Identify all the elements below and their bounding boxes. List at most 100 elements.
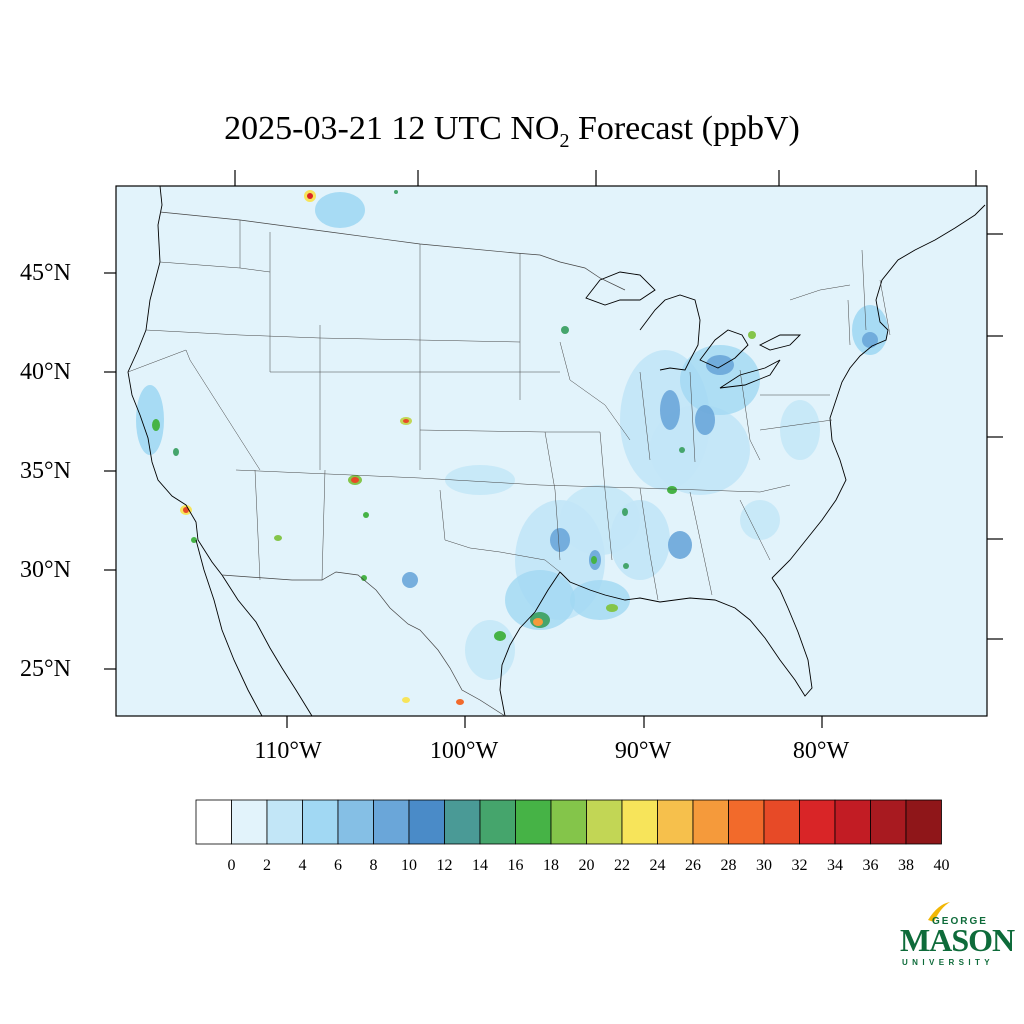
colorbar-label: 34 [827,857,843,874]
no2-hotspot [402,572,418,588]
no2-hotspot [591,556,597,564]
lat-label-25n: 25°N [20,656,71,682]
colorbar-swatch [799,799,836,845]
colorbar [195,799,942,845]
lat-label-45n: 45°N [20,260,71,286]
colorbar-swatch [444,799,481,845]
colorbar-label: 4 [298,857,307,874]
logo-george: GEORGE [932,916,988,927]
concentration-overlays [136,190,888,705]
lon-label-80w: 80°W [792,738,850,764]
colorbar-label: 10 [401,857,417,874]
logo-mason: MASON [900,922,1015,958]
colorbar-swatch [728,799,765,845]
colorbar-label: 30 [756,857,772,874]
political-boundaries [127,185,986,717]
no2-hotspot [403,419,409,423]
colorbar-swatch [266,799,303,845]
colorbar-label: 26 [685,857,701,874]
lon-label-110w: 110°W [254,738,322,764]
no2-hotspot [402,697,410,703]
state-boundary [789,284,851,301]
no2-hotspot [623,563,629,569]
no2-hotspot [606,604,618,612]
no2-hotspot [494,631,506,641]
lat-label-30n: 30°N [20,557,71,583]
state-boundary [689,491,713,596]
no2-hotspot [533,618,543,626]
state-boundary [739,369,761,461]
state-boundary [185,349,261,471]
state-boundary [254,469,261,581]
colorbar-swatch [231,799,268,845]
no2-hotspot [456,699,464,705]
map-frame [115,185,988,717]
colorbar-label: 36 [862,857,879,874]
no2-hotspot [680,345,760,415]
state-boundary [559,341,631,441]
mexico-border [221,571,506,717]
no2-hotspot [136,385,164,455]
no2-hotspot [679,447,685,453]
great-lake-outline [639,294,701,371]
colorbar-label: 16 [507,857,524,874]
no2-hotspot [668,531,692,559]
state-boundary [235,469,791,493]
colorbar-swatch [408,799,445,845]
no2-hotspot [361,575,367,581]
great-lake-outline [699,329,749,369]
no2-hotspot [780,400,820,460]
lat-label-35n: 35°N [20,458,71,484]
no2-hotspot [445,465,515,495]
gulf-coastline [559,571,813,697]
lon-label-90w: 90°W [614,738,672,764]
no2-hotspot [561,326,569,334]
no2-hotspot [667,486,677,494]
colorbar-label: 40 [933,857,950,874]
colorbar-swatch [763,799,800,845]
no2-hotspot [152,419,160,431]
no2-hotspot [351,477,359,483]
colorbar-swatch [834,799,871,845]
state-boundary [861,249,867,331]
state-boundary [879,279,891,336]
logo-swoosh-icon [928,902,950,922]
colorbar-swatch [692,799,729,845]
great-lake-outline [585,271,656,306]
no2-hotspot [173,448,179,456]
state-boundary [321,469,326,581]
colorbar-swatch [479,799,516,845]
no2-hotspot [191,537,197,543]
canada-border [159,211,626,291]
state-boundary [639,371,651,461]
colorbar-swatch [195,799,232,845]
lat-label-40n: 40°N [20,359,71,385]
great-lake-outline [758,334,802,351]
colorbar-label: 8 [369,857,378,874]
colorbar-label: 6 [334,857,342,874]
colorbar-label: 22 [614,857,630,874]
no2-hotspot [740,500,780,540]
colorbar-label: 14 [472,857,488,874]
axis-ticks [104,170,1003,728]
state-boundary [599,431,613,561]
state-boundary [739,499,771,561]
baja-coastline [195,539,263,717]
map-title: 2025-03-21 12 UTC NO2 Forecast (ppbV) [224,110,800,152]
state-boundary [544,431,561,561]
no2-hotspot [660,390,680,430]
colorbar-label: 24 [649,857,666,874]
no2-hotspot [650,405,750,495]
no2-hotspot [695,405,715,435]
no2-hotspot [465,620,515,680]
no2-hotspot [307,193,313,199]
no2-hotspot [183,507,189,513]
colorbar-swatch [373,799,410,845]
colorbar-swatch [870,799,907,845]
no2-hotspot [550,528,570,552]
colorbar-swatch [302,799,339,845]
colorbar-label: 38 [898,857,914,874]
colorbar-label: 18 [543,857,559,874]
colorbar-label: 28 [720,857,737,874]
